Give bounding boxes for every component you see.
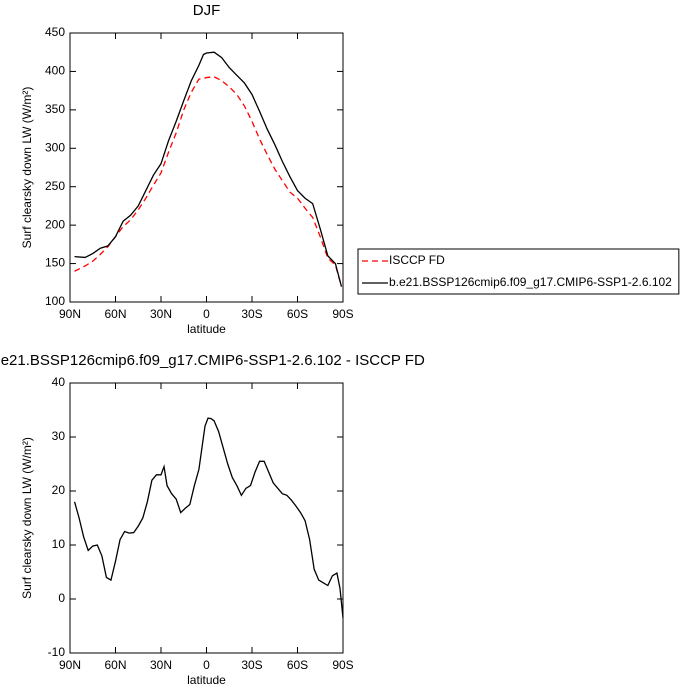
y-tick-label: 40 <box>52 375 66 389</box>
y-tick-label: 20 <box>52 483 66 497</box>
x-tick-label: 60N <box>104 307 126 321</box>
y-tick-label: 350 <box>45 102 65 116</box>
y-tick-label: 150 <box>45 256 65 270</box>
y-tick-label: 200 <box>45 217 65 231</box>
x-tick-label: 60N <box>104 658 126 672</box>
legend-label: ISCCP FD <box>389 253 445 267</box>
chart-title: DJF <box>193 2 221 19</box>
legend: ISCCP FD b.e21.BSSP126cmip6.f09_g17.CMIP6… <box>357 248 680 295</box>
y-axis-label: Surf clearsky down LW (W/m²) <box>20 87 34 249</box>
y-tick-label: 250 <box>45 179 65 193</box>
data-line <box>74 51 343 287</box>
x-tick-label: 90S <box>332 658 353 672</box>
y-tick-label: 100 <box>45 294 65 308</box>
x-tick-label: 30N <box>150 658 172 672</box>
x-tick-label: 0 <box>203 307 210 321</box>
y-tick-label: 400 <box>45 64 65 78</box>
x-tick-label: 0 <box>203 658 210 672</box>
x-tick-label: 90S <box>332 307 353 321</box>
y-tick-label: -10 <box>48 645 66 659</box>
y-tick-label: 10 <box>52 537 66 551</box>
y-axis-label: Surf clearsky down LW (W/m²) <box>20 437 34 599</box>
data-line <box>73 417 344 618</box>
x-tick-label: 60S <box>287 658 308 672</box>
x-axis-label: latitude <box>187 673 226 687</box>
y-tick-label: 450 <box>45 25 65 39</box>
x-tick-label: 60S <box>287 307 308 321</box>
legend-box <box>357 248 680 295</box>
x-tick-label: 30N <box>150 307 172 321</box>
legend-label: b.e21.BSSP126cmip6.f09_g17.CMIP6-SSP1-2.… <box>389 275 672 289</box>
y-tick-label: 0 <box>58 591 65 605</box>
x-tick-label: 30S <box>241 307 262 321</box>
x-tick-label: 30S <box>241 658 262 672</box>
x-tick-label: 90N <box>59 658 81 672</box>
y-tick-label: 30 <box>52 429 66 443</box>
data-line <box>74 76 343 287</box>
chart-title: b.e21.BSSP126cmip6.f09_g17.CMIP6-SSP1-2.… <box>0 352 425 369</box>
x-tick-label: 90N <box>59 307 81 321</box>
x-axis-label: latitude <box>187 322 226 336</box>
y-tick-label: 300 <box>45 140 65 154</box>
plot-frame <box>69 32 344 303</box>
